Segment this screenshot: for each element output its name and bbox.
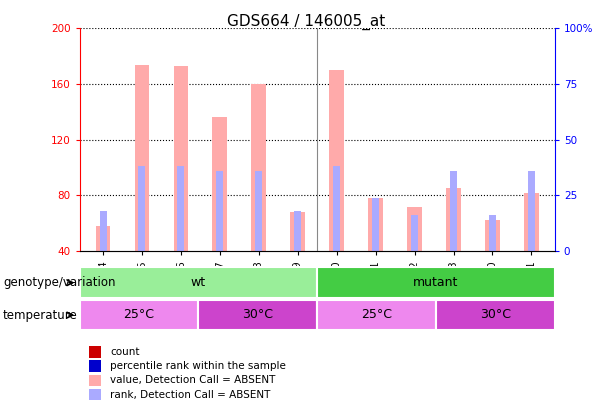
Text: 25°C: 25°C	[124, 308, 154, 322]
Text: rank, Detection Call = ABSENT: rank, Detection Call = ABSENT	[110, 390, 271, 400]
Text: 25°C: 25°C	[361, 308, 392, 322]
Bar	[485, 220, 500, 251]
Bar	[329, 70, 344, 251]
Bar	[177, 166, 185, 251]
Bar	[489, 215, 496, 251]
Bar	[255, 171, 262, 251]
Text: count: count	[110, 347, 140, 357]
Bar	[216, 171, 223, 251]
Bar	[251, 84, 266, 251]
Bar	[291, 212, 305, 251]
Bar	[173, 66, 188, 251]
Bar	[99, 211, 107, 251]
Text: 30°C: 30°C	[480, 308, 511, 322]
Bar	[372, 198, 379, 251]
Bar	[524, 193, 539, 251]
Bar	[368, 198, 383, 251]
Text: value, Detection Call = ABSENT: value, Detection Call = ABSENT	[110, 375, 276, 386]
Bar	[89, 360, 101, 372]
Bar	[96, 226, 110, 251]
Bar	[450, 171, 457, 251]
Bar	[135, 64, 150, 251]
Bar	[318, 300, 436, 330]
Bar	[89, 375, 101, 386]
Text: percentile rank within the sample: percentile rank within the sample	[110, 361, 286, 371]
Bar	[80, 267, 318, 298]
Text: GDS664 / 146005_at: GDS664 / 146005_at	[227, 14, 386, 30]
Bar	[89, 346, 101, 358]
Bar	[436, 300, 555, 330]
Bar	[199, 300, 318, 330]
Text: temperature: temperature	[3, 309, 78, 322]
Text: wt: wt	[191, 276, 206, 289]
Bar	[139, 166, 145, 251]
Text: mutant: mutant	[413, 276, 459, 289]
Bar	[294, 211, 301, 251]
Bar	[528, 171, 535, 251]
Bar	[446, 188, 461, 251]
Text: 30°C: 30°C	[242, 308, 273, 322]
Bar	[213, 117, 227, 251]
Text: genotype/variation: genotype/variation	[3, 276, 116, 289]
Bar	[333, 166, 340, 251]
Bar	[318, 267, 555, 298]
Bar	[89, 389, 101, 401]
Bar	[407, 207, 422, 251]
Bar	[411, 215, 418, 251]
Bar	[80, 300, 199, 330]
